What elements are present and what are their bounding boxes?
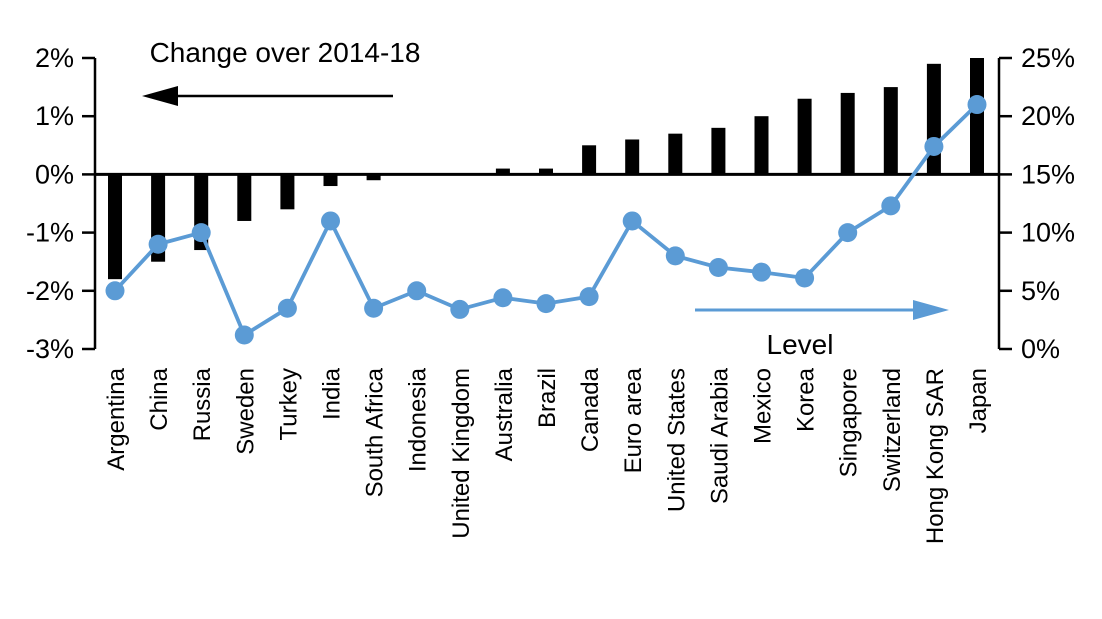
- bar-Korea: [797, 98, 812, 175]
- left-axis-tick-label: -2%: [26, 276, 74, 306]
- left-axis-tick-label: 0%: [35, 159, 74, 189]
- left-series-annotation: Change over 2014-18: [150, 37, 421, 68]
- x-axis-label-South Africa: South Africa: [362, 367, 389, 497]
- bar-Canada: [582, 145, 597, 175]
- right-axis-tick-label: 0%: [1021, 334, 1060, 364]
- right-axis-tick-label: 10%: [1021, 218, 1075, 248]
- level-marker-Korea: [795, 268, 815, 288]
- bar-Mexico: [754, 116, 769, 175]
- bar-Switzerland: [883, 87, 898, 175]
- left-axis-tick-label: -3%: [26, 334, 74, 364]
- left-axis-tick-label: 2%: [35, 43, 74, 73]
- level-marker-Indonesia: [407, 281, 427, 301]
- right-axis-tick-label: 15%: [1021, 159, 1075, 189]
- level-marker-Euro area: [622, 211, 642, 231]
- right-axis-tick-label: 20%: [1021, 101, 1075, 131]
- bar-Singapore: [840, 92, 855, 175]
- left-arrow-head: [142, 86, 178, 106]
- bar-India: [323, 174, 338, 187]
- bar-Hong Kong SAR: [926, 63, 941, 175]
- x-axis-label-Mexico: Mexico: [750, 368, 777, 444]
- x-axis-label-Indonesia: Indonesia: [405, 367, 432, 472]
- x-axis-label-Sweden: Sweden: [232, 368, 259, 455]
- bar-Brazil: [539, 168, 553, 175]
- right-axis-tick-label: 25%: [1021, 43, 1075, 73]
- bar-Japan: [970, 58, 984, 175]
- x-axis-label-United Kingdom: United Kingdom: [448, 368, 475, 539]
- bar-Saudi Arabia: [711, 127, 726, 175]
- x-axis-label-Russia: Russia: [189, 367, 216, 441]
- level-marker-Sweden: [234, 325, 254, 345]
- level-marker-United Kingdom: [450, 299, 470, 319]
- level-marker-United States: [665, 246, 685, 266]
- x-axis-label-United States: United States: [663, 368, 690, 512]
- x-axis-label-Hong Kong SAR: Hong Kong SAR: [922, 368, 949, 544]
- level-marker-Australia: [493, 288, 513, 308]
- left-axis-tick-label: -1%: [26, 218, 74, 248]
- level-marker-Argentina: [105, 281, 125, 301]
- x-axis-label-Canada: Canada: [577, 367, 604, 452]
- x-axis-label-Turkey: Turkey: [275, 368, 302, 440]
- level-marker-Japan: [967, 95, 987, 115]
- bar-Euro area: [625, 139, 640, 175]
- x-axis-label-Korea: Korea: [793, 367, 820, 432]
- x-axis-label-Switzerland: Switzerland: [879, 368, 906, 492]
- level-marker-Brazil: [536, 294, 556, 314]
- level-marker-Russia: [191, 223, 211, 243]
- level-marker-Mexico: [752, 262, 771, 282]
- level-marker-South Africa: [364, 298, 384, 318]
- level-annotation: Level: [767, 329, 834, 360]
- level-marker-India: [321, 211, 340, 231]
- bar-United States: [668, 133, 683, 175]
- bar-Sweden: [237, 174, 252, 221]
- x-axis-label-China: China: [146, 367, 173, 430]
- bar-Turkey: [280, 174, 295, 210]
- left-axis-tick-label: 1%: [35, 101, 74, 131]
- x-axis-label-Japan: Japan: [965, 368, 992, 433]
- right-axis-tick-label: 5%: [1021, 276, 1060, 306]
- level-marker-Switzerland: [881, 196, 901, 216]
- level-marker-Turkey: [277, 298, 297, 318]
- x-axis-label-Euro area: Euro area: [620, 367, 647, 473]
- x-axis-label-Saudi Arabia: Saudi Arabia: [706, 367, 733, 504]
- bar-South Africa: [366, 174, 381, 181]
- level-marker-Singapore: [838, 223, 858, 243]
- x-axis-label-Singapore: Singapore: [836, 368, 863, 477]
- x-axis-label-India: India: [319, 367, 346, 420]
- bar-Australia: [495, 168, 510, 175]
- level-marker-Hong Kong SAR: [924, 136, 944, 156]
- x-axis-label-Brazil: Brazil: [534, 368, 561, 428]
- right-arrow-head: [913, 300, 949, 320]
- bar-Argentina: [108, 174, 122, 280]
- level-marker-China: [148, 234, 168, 254]
- level-marker-Canada: [579, 287, 599, 307]
- x-axis-label-Argentina: Argentina: [103, 367, 130, 470]
- level-marker-Saudi Arabia: [708, 258, 728, 278]
- x-axis-label-Australia: Australia: [491, 367, 518, 461]
